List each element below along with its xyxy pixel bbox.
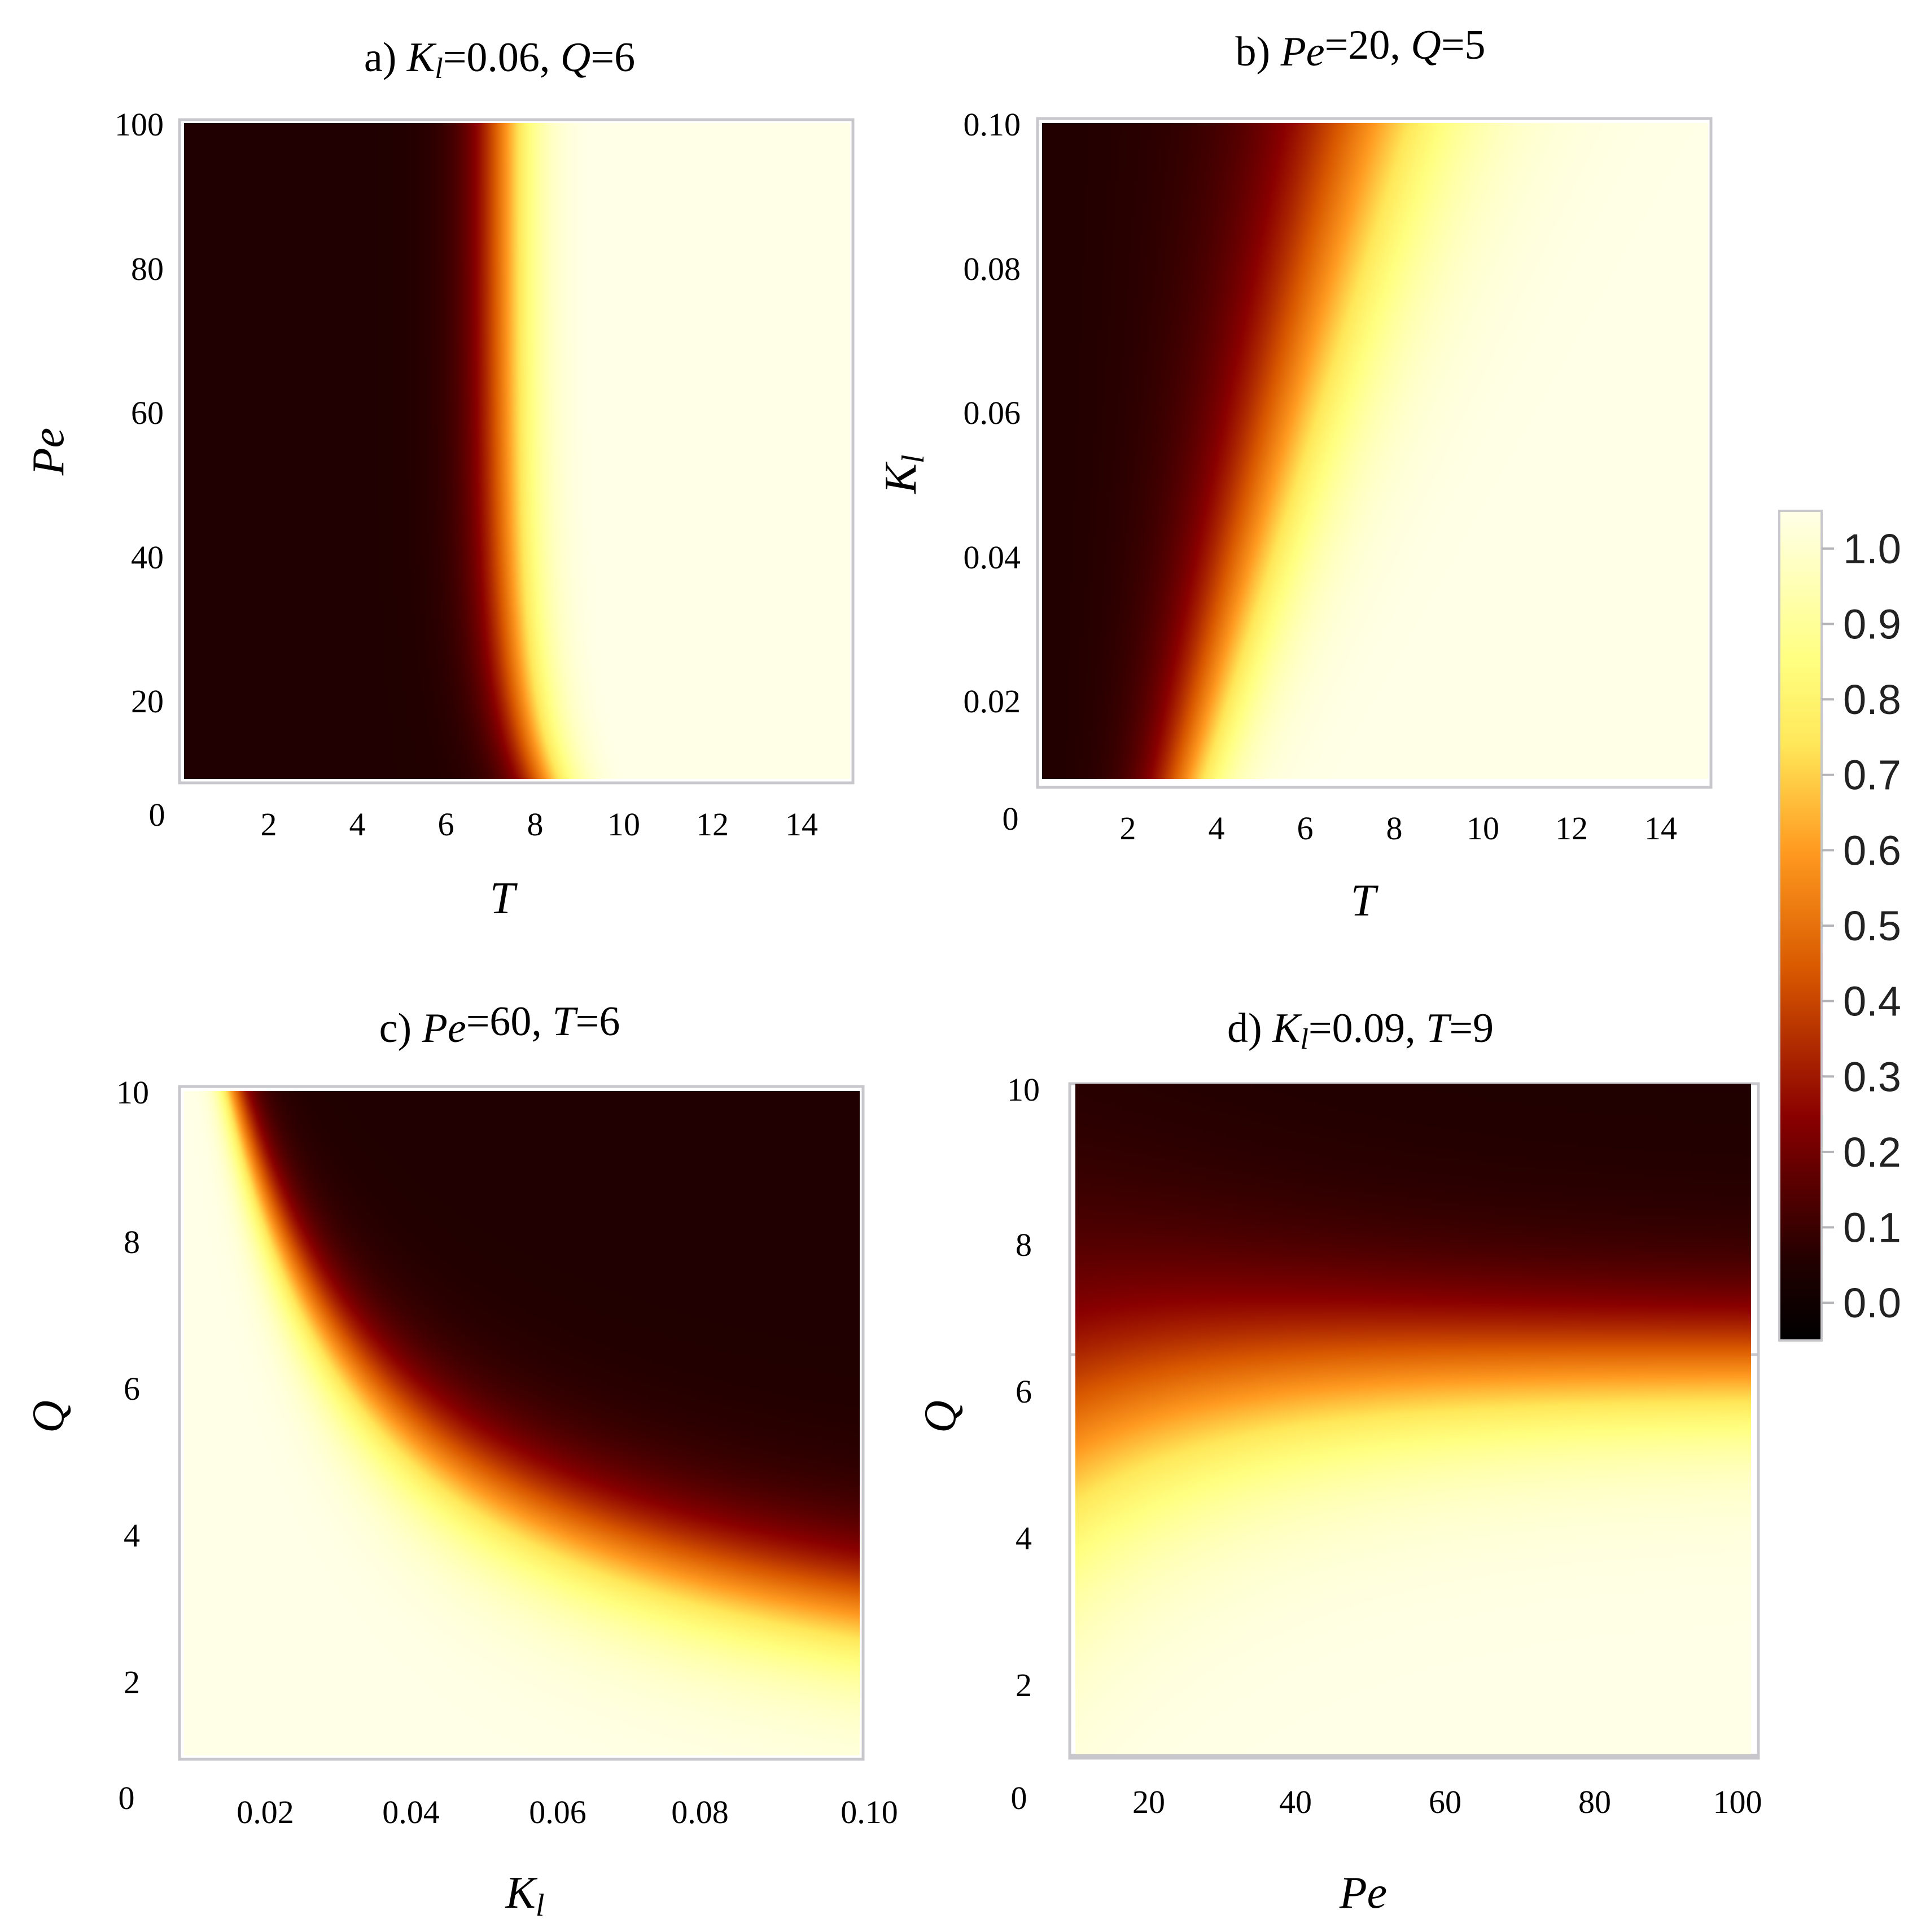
- colorbar-tick-label: 1.0: [1843, 525, 1901, 572]
- panel-b-y-tick: 0.06: [964, 395, 1021, 431]
- panel-b-origin-label: 0: [1003, 800, 1019, 837]
- panel-a: a) Kl=0.06, Q=6 2 4 6 8 10 12 14 20 40 6…: [24, 34, 855, 923]
- panel-b-x-tick: 4: [1209, 810, 1225, 847]
- panel-c-y-axis-label: Q: [24, 1400, 73, 1433]
- panel-c-heatmap: [184, 1091, 860, 1755]
- panel-b-y-tick: 0.08: [964, 251, 1021, 287]
- colorbar: 0.0 0.1 0.2 0.3 0.4 0.5 0.6 0.7 0.8 0.9 1.0: [1778, 510, 1901, 1342]
- panel-a-x-axis-label: T: [490, 874, 518, 923]
- panel-a-x-tick: 10: [607, 806, 640, 843]
- panel-d-y-tick: 4: [1016, 1520, 1032, 1557]
- panel-a-x-tick: 12: [696, 806, 729, 843]
- colorbar-tick-label: 0.1: [1843, 1204, 1901, 1251]
- panel-b-x-tick: 2: [1120, 810, 1136, 847]
- colorbar-gradient: [1778, 510, 1823, 1342]
- colorbar-tick-label: 0.3: [1843, 1053, 1901, 1100]
- colorbar-tick-label: 0.7: [1843, 752, 1901, 799]
- panel-b-heatmap: [1042, 123, 1708, 779]
- panel-a-y-tick: 40: [131, 539, 164, 576]
- panel-a-frame: [178, 118, 855, 785]
- panel-c-x-tick: 0.06: [529, 1794, 587, 1830]
- panel-b-title: b) Pe=20, Q=5: [1235, 22, 1485, 75]
- panel-c-y-tick: 10: [116, 1074, 149, 1111]
- panel-c-x-tick: 0.08: [671, 1794, 729, 1830]
- colorbar-tick-label: 0.9: [1843, 601, 1901, 647]
- panel-a-x-tick: 6: [438, 806, 454, 843]
- panel-d-x-tick: 80: [1578, 1784, 1611, 1820]
- panel-a-y-axis-label: Pe: [24, 428, 73, 476]
- panel-a-x-tick: 14: [785, 806, 818, 843]
- panel-c-x-tick: 0.04: [382, 1794, 440, 1830]
- panel-a-heatmap: [184, 123, 850, 779]
- panel-b-y-tick: 0.02: [964, 683, 1021, 720]
- panel-d-y-tick: 10: [1007, 1071, 1040, 1108]
- colorbar-tick-label: 0.6: [1843, 827, 1901, 874]
- panel-c: c) Pe=60, T=6 0.02 0.04 0.06 0.08 0.10 2…: [24, 998, 898, 1923]
- panel-b-y-tick: 0.04: [964, 539, 1021, 576]
- colorbar-tick-label: 0.5: [1843, 903, 1901, 949]
- colorbar-tick-label: 0.0: [1843, 1280, 1901, 1326]
- panel-b-x-tick: 10: [1467, 810, 1499, 847]
- panel-c-y-tick: 2: [124, 1664, 140, 1701]
- panel-c-y-tick: 8: [124, 1224, 140, 1260]
- panel-d-heatmap: [1075, 1084, 1751, 1754]
- panel-a-x-tick: 2: [261, 806, 277, 843]
- panel-c-origin-label: 0: [119, 1780, 135, 1816]
- panel-a-x-tick: 8: [527, 806, 544, 843]
- panel-b: b) Pe=20, Q=5 2 4 6 8 10 12 14 0.02 0.04…: [876, 22, 1713, 926]
- panel-d: d) Kl=0.09, T=9 20 40 60 80 100 2 4 6 8 …: [916, 1005, 1762, 1918]
- panel-a-y-tick: 60: [131, 395, 164, 431]
- panel-d-y-tick: 6: [1016, 1373, 1032, 1410]
- panel-d-y-axis-label: Q: [916, 1400, 965, 1433]
- colorbar-ticks: 0.0 0.1 0.2 0.3 0.4 0.5 0.6 0.7 0.8 0.9 1.0: [1822, 525, 1901, 1326]
- panel-b-frame: [1036, 117, 1713, 789]
- panel-d-y-tick: 2: [1016, 1667, 1032, 1703]
- panel-d-title: d) Kl=0.09, T=9: [1227, 1005, 1494, 1055]
- colorbar-tick-label: 0.8: [1843, 676, 1901, 723]
- panel-c-x-axis-label: Kl: [505, 1868, 545, 1923]
- panel-c-x-tick: 0.02: [237, 1794, 294, 1830]
- panel-b-x-tick: 12: [1555, 810, 1588, 847]
- panel-c-frame: [178, 1085, 865, 1761]
- panel-d-y-tick: 8: [1016, 1226, 1032, 1263]
- panel-b-y-tick: 0.10: [964, 106, 1021, 143]
- panel-c-x-tick: 0.10: [841, 1794, 898, 1830]
- panel-b-y-axis-label: Kl: [876, 455, 931, 494]
- panel-b-x-tick: 8: [1386, 810, 1403, 847]
- panel-a-y-tick: 20: [131, 683, 164, 720]
- panel-a-x-tick: 4: [349, 806, 366, 843]
- panel-d-x-tick: 60: [1429, 1784, 1461, 1820]
- panel-c-y-tick: 6: [124, 1370, 140, 1407]
- panel-a-y-tick: 80: [131, 251, 164, 287]
- panel-c-y-tick: 4: [124, 1517, 140, 1554]
- panel-d-x-tick: 100: [1713, 1784, 1762, 1820]
- colorbar-tick-label: 0.4: [1843, 978, 1901, 1025]
- panel-a-y-tick: 100: [115, 106, 164, 143]
- colorbar-tick-label: 0.2: [1843, 1129, 1901, 1176]
- panel-b-x-tick: 6: [1297, 810, 1314, 847]
- panel-a-title: a) Kl=0.06, Q=6: [364, 34, 635, 85]
- panel-b-x-axis-label: T: [1351, 876, 1379, 926]
- panel-d-x-tick: 40: [1279, 1784, 1312, 1820]
- panel-b-x-tick: 14: [1644, 810, 1677, 847]
- panel-d-x-axis-label: Pe: [1339, 1868, 1387, 1918]
- panel-a-origin-label: 0: [149, 796, 165, 833]
- panel-c-title: c) Pe=60, T=6: [379, 998, 620, 1052]
- panel-d-x-tick: 20: [1132, 1784, 1165, 1820]
- panel-d-origin-label: 0: [1011, 1780, 1027, 1816]
